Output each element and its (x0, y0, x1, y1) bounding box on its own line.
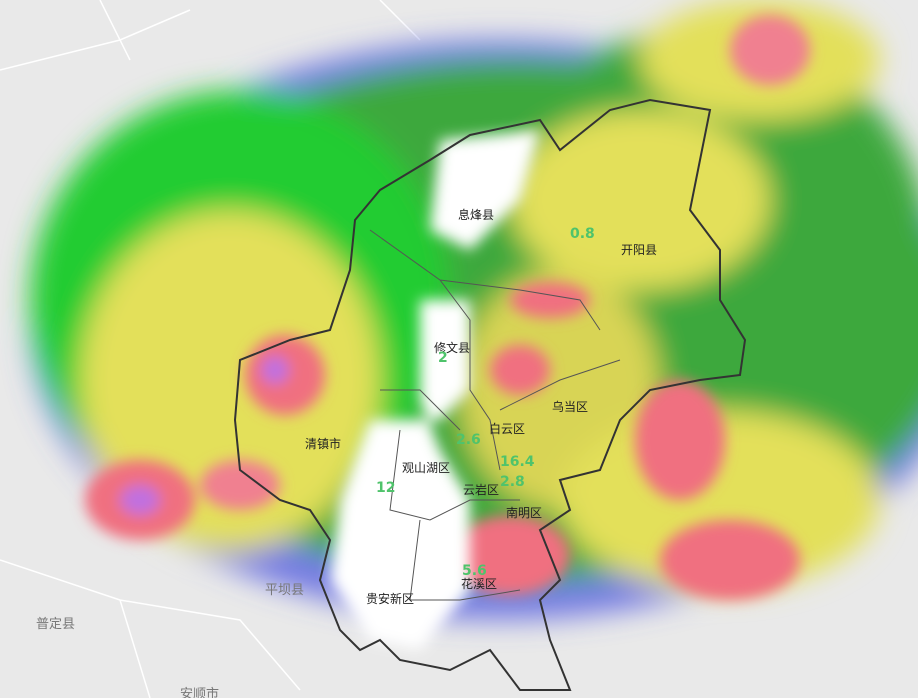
place-label: 乌当区 (552, 399, 588, 414)
place-label: 普定县 (36, 617, 75, 632)
place-label: 南明区 (506, 505, 542, 520)
district-borders (369, 229, 621, 601)
rain-value: 16.4 (500, 454, 535, 470)
place-label: 安顺市 (180, 686, 219, 698)
rain-value: 2.8 (500, 474, 525, 490)
guiyang-boundary (233, 98, 747, 691)
place-label: 修文县 (434, 340, 470, 355)
rain-value: 2.6 (456, 432, 481, 448)
rain-value: 0.8 (570, 226, 595, 242)
clear-area (330, 130, 540, 650)
place-label: 贵安新区 (366, 591, 414, 606)
place-label: 息烽县 (458, 207, 494, 222)
place-label: 云岩区 (463, 482, 499, 497)
radar-core (85, 15, 810, 600)
rain-value: 12 (376, 480, 395, 496)
place-label: 白云区 (489, 421, 525, 436)
rain-value: 2 (438, 350, 448, 366)
place-label: 开阳县 (621, 243, 657, 257)
rain-value: 5.6 (462, 563, 487, 579)
place-label: 花溪区 (461, 576, 497, 591)
place-label: 清镇市 (305, 436, 341, 451)
place-label: 平坝县 (265, 583, 304, 598)
county-borders-bg (0, 0, 421, 698)
place-label: 观山湖区 (402, 460, 450, 475)
